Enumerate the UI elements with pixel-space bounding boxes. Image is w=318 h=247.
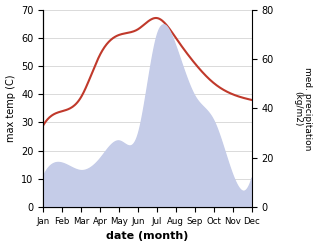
X-axis label: date (month): date (month) xyxy=(106,231,189,242)
Y-axis label: max temp (C): max temp (C) xyxy=(5,75,16,142)
Y-axis label: med. precipitation
(kg/m2): med. precipitation (kg/m2) xyxy=(293,67,313,150)
